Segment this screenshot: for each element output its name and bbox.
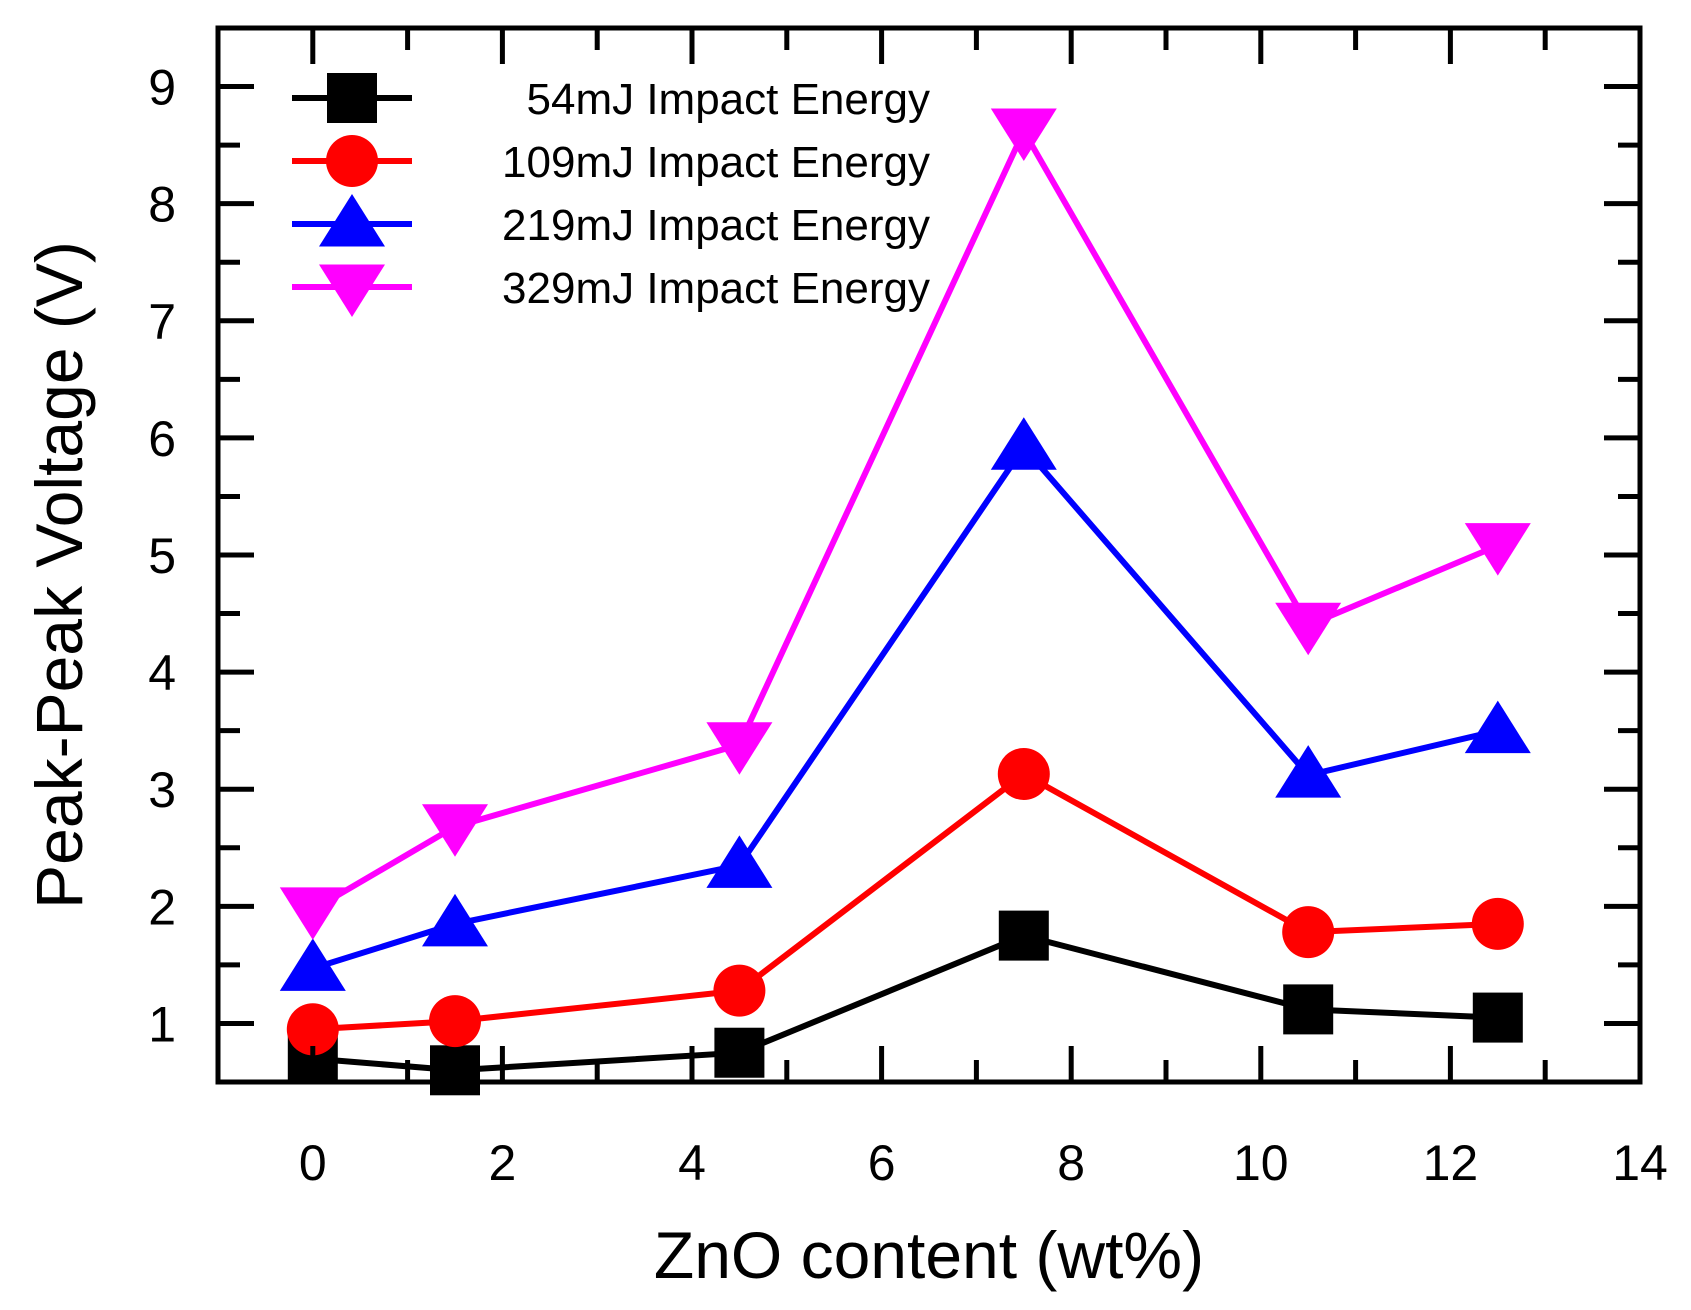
y-tick-label: 1	[148, 996, 176, 1052]
x-tick-label: 10	[1233, 1135, 1289, 1191]
data-point	[1472, 992, 1523, 1043]
data-point	[1275, 745, 1342, 798]
y-tick-label: 7	[148, 294, 176, 350]
x-tick-label: 14	[1612, 1135, 1668, 1191]
x-tick-label: 8	[1057, 1135, 1085, 1191]
data-point	[422, 893, 488, 947]
x-tick-label: 6	[868, 1135, 896, 1191]
y-tick-label: 6	[148, 411, 176, 467]
y-tick-label: 3	[148, 762, 176, 818]
data-point	[706, 722, 773, 775]
legend-label: 54mJ Impact Energy	[527, 75, 931, 124]
y-tick-label: 9	[148, 60, 176, 116]
legend: 54mJ Impact Energy 109mJ Impact Energy 219…	[292, 73, 930, 317]
data-point	[1471, 897, 1524, 950]
x-tick-label: 12	[1423, 1135, 1479, 1191]
legend-marker	[319, 264, 385, 317]
data-point	[714, 1027, 765, 1078]
data-point	[422, 804, 488, 857]
data-point	[1283, 984, 1334, 1035]
legend-label: 329mJ Impact Energy	[502, 264, 930, 313]
plot-area	[279, 108, 1531, 1096]
series-line	[311, 442, 1499, 972]
data-point	[1282, 906, 1335, 959]
series-1	[286, 747, 1524, 1056]
data-point	[286, 1003, 339, 1056]
legend-label: 109mJ Impact Energy	[502, 138, 930, 187]
x-tick-label: 4	[678, 1135, 706, 1191]
x-axis-title: ZnO content (wt%)	[654, 1218, 1204, 1292]
series-0	[287, 910, 1523, 1096]
data-point	[990, 417, 1057, 470]
data-point	[998, 910, 1049, 961]
data-point	[713, 964, 766, 1017]
data-point	[429, 995, 481, 1048]
legend-marker	[327, 73, 377, 123]
x-tick-label: 2	[488, 1135, 516, 1191]
data-point	[430, 1045, 480, 1096]
data-point	[990, 108, 1057, 162]
legend-entry-1: 109mJ Impact Energy	[292, 135, 930, 187]
data-point	[706, 835, 773, 888]
data-point	[279, 938, 346, 991]
series-line	[311, 124, 1499, 913]
y-tick-label: 5	[148, 528, 176, 584]
data-point	[1464, 700, 1531, 754]
legend-label: 219mJ Impact Energy	[502, 201, 930, 250]
legend-entry-3: 329mJ Impact Energy	[292, 264, 930, 317]
series-2	[279, 417, 1531, 991]
data-point	[279, 887, 346, 940]
y-tick-label: 4	[148, 645, 176, 701]
series-3	[279, 108, 1531, 940]
legend-marker	[326, 135, 378, 187]
y-axis-title: Peak-Peak Voltage (V)	[22, 241, 96, 909]
data-point	[997, 747, 1050, 800]
x-tick-label: 0	[299, 1135, 327, 1191]
data-point	[1275, 602, 1342, 656]
legend-entry-2: 219mJ Impact Energy	[292, 194, 930, 250]
data-point	[1464, 523, 1531, 576]
y-tick-label: 2	[148, 879, 176, 935]
y-tick-label: 8	[148, 177, 176, 233]
legend-entry-0: 54mJ Impact Energy	[292, 73, 930, 124]
legend-marker	[319, 194, 385, 247]
